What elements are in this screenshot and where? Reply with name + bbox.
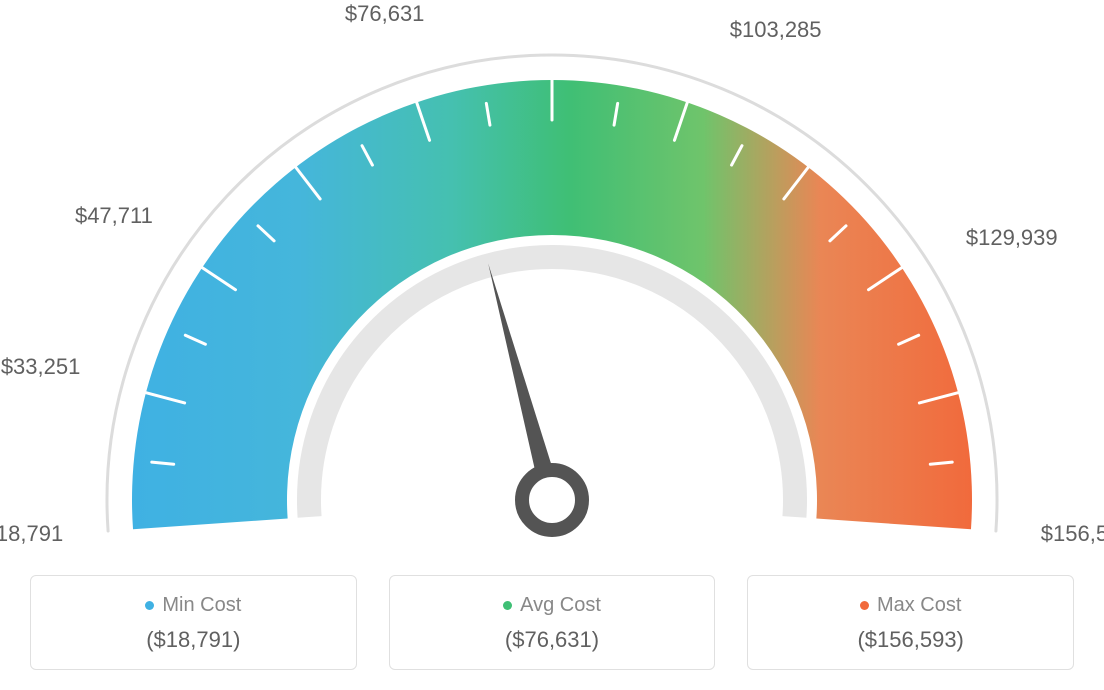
legend-label-min: Min Cost xyxy=(162,594,241,617)
gauge-chart: $18,791 $33,251 $47,711 $76,631 $103,285 $129… xyxy=(0,0,1104,560)
legend-dot-min xyxy=(145,601,154,610)
legend-row: Min Cost ($18,791) Avg Cost ($76,631) Ma… xyxy=(0,575,1104,670)
legend-title-avg: Avg Cost xyxy=(503,594,601,617)
gauge-svg xyxy=(0,0,1104,560)
legend-value-max: ($156,593) xyxy=(758,627,1063,653)
legend-title-max: Max Cost xyxy=(860,594,961,617)
gauge-tick-label: $129,939 xyxy=(966,225,1058,251)
gauge-tick-label: $18,791 xyxy=(0,521,63,547)
gauge-tick-label: $33,251 xyxy=(1,354,81,380)
legend-value-avg: ($76,631) xyxy=(400,627,705,653)
gauge-tick-label: $103,285 xyxy=(730,17,822,43)
legend-value-min: ($18,791) xyxy=(41,627,346,653)
legend-dot-max xyxy=(860,601,869,610)
legend-title-min: Min Cost xyxy=(145,594,241,617)
legend-label-max: Max Cost xyxy=(877,594,961,617)
legend-label-avg: Avg Cost xyxy=(520,594,601,617)
legend-card-min: Min Cost ($18,791) xyxy=(30,575,357,670)
legend-card-max: Max Cost ($156,593) xyxy=(747,575,1074,670)
legend-card-avg: Avg Cost ($76,631) xyxy=(389,575,716,670)
gauge-tick-label: $47,711 xyxy=(75,203,153,229)
gauge-tick-label: $156,593 xyxy=(1041,521,1104,547)
legend-dot-avg xyxy=(503,601,512,610)
gauge-tick-label: $76,631 xyxy=(345,1,425,27)
